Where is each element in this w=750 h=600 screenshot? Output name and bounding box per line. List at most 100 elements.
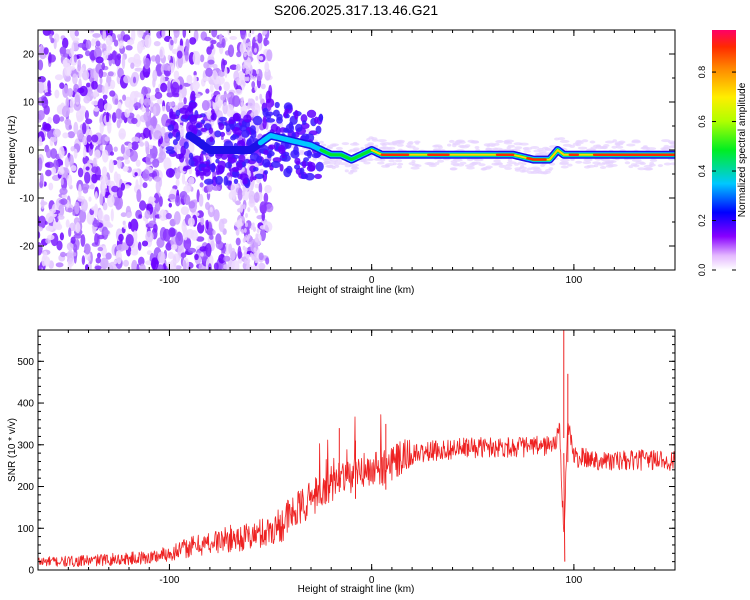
spectrogram-noise-blob bbox=[47, 30, 55, 36]
spectrogram-noise-blob bbox=[632, 164, 640, 168]
spectrogram-noise-blob bbox=[132, 76, 137, 84]
spectrogram-noise-blob bbox=[155, 54, 161, 65]
spectrogram-ytick-label: -10 bbox=[20, 194, 35, 205]
spectrogram-cluster-blob bbox=[268, 144, 276, 150]
spectrogram-noise-blob bbox=[447, 143, 452, 147]
spectrogram-noise-blob bbox=[242, 204, 246, 210]
spectrogram-noise-blob bbox=[113, 259, 117, 265]
spectrogram-noise-blob bbox=[57, 215, 65, 220]
spectrogram-noise-blob bbox=[132, 230, 138, 242]
spectrogram-noise-blob bbox=[101, 62, 105, 71]
spectrogram-noise-blob bbox=[206, 110, 212, 120]
spectrogram-cluster-blob bbox=[274, 141, 279, 151]
spectrogram-noise-blob bbox=[514, 168, 521, 172]
spectrogram-noise-blob bbox=[326, 164, 334, 168]
spectrogram-noise-blob bbox=[104, 221, 112, 228]
snr-ytick-label: 200 bbox=[17, 482, 34, 493]
spectrogram-noise-blob bbox=[554, 137, 560, 141]
spectrogram-noise-blob bbox=[205, 243, 212, 257]
spectrogram-noise-blob bbox=[81, 255, 86, 265]
spectrogram-cluster-blob bbox=[172, 139, 178, 146]
spectrogram-noise-blob bbox=[491, 162, 499, 166]
spectrogram-noise-blob bbox=[91, 38, 95, 47]
spectrogram-noise-blob bbox=[366, 143, 374, 147]
spectrogram-noise-blob bbox=[144, 140, 149, 147]
spectrogram-noise-blob bbox=[70, 66, 76, 71]
spectrogram-noise-blob bbox=[80, 234, 86, 247]
spectrogram-noise-blob bbox=[67, 131, 76, 139]
spectrogram-noise-blob bbox=[626, 143, 636, 147]
spectrogram-noise-blob bbox=[241, 79, 244, 85]
spectrogram-noise-blob bbox=[167, 54, 171, 61]
spectrogram-noise-blob bbox=[74, 92, 81, 105]
spectrogram-noise-blob bbox=[81, 183, 90, 191]
spectrogram-noise-blob bbox=[49, 208, 56, 214]
spectrogram-noise-blob bbox=[110, 79, 116, 90]
spectrogram-noise-blob bbox=[205, 88, 210, 94]
spectrogram-cluster-blob bbox=[175, 153, 184, 160]
spectrogram-noise-blob bbox=[148, 196, 156, 202]
snr-ytick-label: 500 bbox=[17, 357, 34, 368]
spectrogram-cluster-blob bbox=[209, 136, 214, 143]
spectrogram-noise-blob bbox=[118, 133, 126, 138]
spectrogram-noise-blob bbox=[168, 202, 172, 208]
spectrogram-noise-blob bbox=[137, 30, 144, 38]
spectrogram-noise-blob bbox=[265, 257, 270, 265]
spectrogram-cluster-blob bbox=[302, 120, 307, 125]
spectrogram-noise-blob bbox=[248, 32, 252, 38]
colorbar-tick-label: 0.8 bbox=[697, 66, 707, 79]
spectrogram-noise-blob bbox=[180, 252, 187, 258]
spectrogram-noise-blob bbox=[411, 163, 420, 167]
spectrogram-cluster-blob bbox=[187, 105, 194, 112]
spectrogram-cluster-blob bbox=[254, 173, 265, 180]
spectrogram-cluster-blob bbox=[210, 162, 216, 173]
spectrogram-noise-blob bbox=[433, 144, 443, 148]
spectrogram-noise-blob bbox=[126, 212, 132, 218]
spectrogram-noise-blob bbox=[231, 260, 240, 270]
colorbar-tick-label: 0.0 bbox=[697, 264, 707, 277]
spectrogram-noise-blob bbox=[47, 80, 51, 95]
spectrogram-cluster-blob bbox=[279, 164, 284, 172]
spectrogram-cluster-blob bbox=[299, 167, 305, 176]
spectrogram-noise-blob bbox=[507, 144, 515, 148]
spectrogram-noise-blob bbox=[344, 169, 349, 173]
spectrogram-noise-blob bbox=[237, 187, 243, 201]
spectrogram-noise-blob bbox=[153, 130, 162, 140]
spectrogram-noise-blob bbox=[235, 63, 241, 72]
spectrogram-noise-blob bbox=[38, 59, 44, 71]
spectrogram-noise-blob bbox=[69, 154, 74, 168]
spectrogram-noise-blob bbox=[205, 201, 210, 211]
spectrogram-noise-blob bbox=[233, 70, 240, 82]
spectrogram-noise-blob bbox=[150, 116, 158, 127]
spectrogram-noise-blob bbox=[264, 184, 272, 194]
spectrogram-noise-blob bbox=[102, 184, 106, 197]
spectrogram-noise-blob bbox=[102, 149, 109, 163]
spectrogram-noise-blob bbox=[542, 170, 551, 174]
spectrogram-noise-blob bbox=[210, 39, 217, 45]
spectrogram-xtick-label: 0 bbox=[369, 275, 375, 286]
spectrogram-cluster-blob bbox=[315, 161, 324, 172]
spectrogram-noise-blob bbox=[112, 50, 117, 61]
spectrogram-noise-blob bbox=[254, 47, 257, 53]
spectrogram-noise-blob bbox=[101, 85, 105, 95]
spectrogram-noise-blob bbox=[200, 252, 204, 257]
spectrogram-noise-blob bbox=[352, 141, 358, 145]
spectrogram-noise-blob bbox=[148, 144, 153, 150]
spectrogram-noise-blob bbox=[72, 73, 78, 85]
spectrogram-cluster-blob bbox=[295, 123, 303, 132]
spectrogram-noise-blob bbox=[243, 236, 247, 242]
spectrogram-noise-blob bbox=[234, 88, 243, 96]
spectrogram-noise-blob bbox=[71, 43, 75, 57]
spectrogram-noise-blob bbox=[544, 147, 551, 151]
spectrogram-noise-blob bbox=[494, 147, 503, 151]
spectrogram-noise-blob bbox=[514, 146, 523, 150]
spectrogram-cluster-blob bbox=[300, 114, 308, 123]
spectrogram-noise-blob bbox=[152, 158, 160, 168]
spectrogram-cluster-blob bbox=[318, 113, 324, 123]
spectrogram-noise-blob bbox=[239, 203, 244, 213]
spectrogram-noise-blob bbox=[70, 146, 75, 152]
spectrogram-noise-blob bbox=[466, 158, 474, 162]
spectrogram-noise-blob bbox=[323, 161, 331, 165]
spectrogram-cluster-blob bbox=[225, 123, 231, 133]
